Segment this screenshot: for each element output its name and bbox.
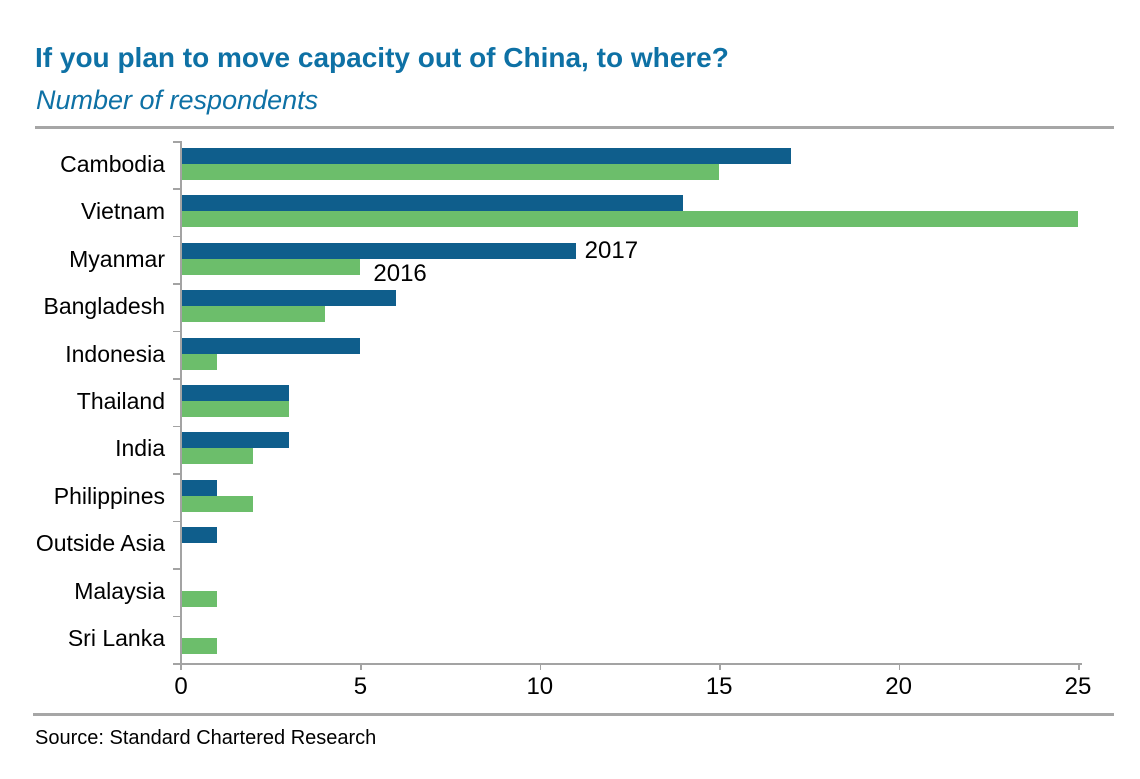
category-label-myanmar: Myanmar xyxy=(69,245,165,272)
category-label-philippines: Philippines xyxy=(53,482,165,509)
chart-subtitle: Number of respondents xyxy=(36,85,319,115)
footer-divider xyxy=(33,713,1114,716)
bar-2016-india xyxy=(181,448,253,465)
x-axis-label-20: 20 xyxy=(885,673,912,700)
x-axis-tick xyxy=(898,663,901,670)
x-axis-line xyxy=(173,663,1082,665)
y-axis-tick xyxy=(173,330,180,333)
y-axis-tick xyxy=(173,615,180,617)
category-label-india: India xyxy=(115,435,165,462)
bar-2016-myanmar xyxy=(181,258,361,275)
category-label-outside-asia: Outside Asia xyxy=(35,530,165,557)
y-axis-tick xyxy=(173,378,180,380)
chart-title: If you plan to move capacity out of Chin… xyxy=(35,42,729,73)
y-axis-tick xyxy=(173,188,180,190)
bar-2016-thailand xyxy=(181,400,289,417)
x-axis-label-5: 5 xyxy=(353,673,368,700)
y-axis-tick xyxy=(173,235,180,238)
bar-2016-vietnam xyxy=(181,211,1078,228)
bar-2017-indonesia xyxy=(181,337,361,354)
bar-2017-cambodia xyxy=(181,147,791,164)
bar-2017-myanmar xyxy=(181,242,576,259)
series-label-2017: 2017 xyxy=(584,236,639,264)
bar-2016-malaysia xyxy=(181,590,217,607)
bar-2016-bangladesh xyxy=(181,306,325,323)
category-label-cambodia: Cambodia xyxy=(60,150,165,177)
bar-2017-philippines xyxy=(181,479,217,496)
x-axis-tick xyxy=(719,663,721,670)
x-axis-label-0: 0 xyxy=(174,673,188,700)
y-axis-tick xyxy=(173,283,180,285)
x-axis-tick xyxy=(1078,663,1080,670)
bar-2016-cambodia xyxy=(181,163,720,180)
series-label-2016: 2016 xyxy=(373,259,427,287)
bar-2017-outside-asia xyxy=(181,527,217,544)
y-axis-tick xyxy=(173,141,180,143)
y-axis-tick xyxy=(173,425,180,428)
source-note: Source: Standard Chartered Research xyxy=(35,727,377,749)
y-axis-tick xyxy=(173,520,180,523)
x-axis-label-25: 25 xyxy=(1064,673,1092,700)
bar-2017-thailand xyxy=(181,384,289,401)
category-label-malaysia: Malaysia xyxy=(74,577,165,604)
y-axis-line xyxy=(180,141,182,670)
header-divider xyxy=(35,126,1114,129)
x-axis-tick xyxy=(360,663,362,670)
x-axis-label-15: 15 xyxy=(705,673,733,700)
bar-2017-india xyxy=(181,432,289,449)
y-axis-tick xyxy=(173,568,180,570)
x-axis-label-10: 10 xyxy=(526,673,554,700)
category-label-vietnam: Vietnam xyxy=(81,198,165,225)
bar-2017-vietnam xyxy=(181,195,684,212)
bar-2017-bangladesh xyxy=(181,290,397,307)
bar-2016-indonesia xyxy=(181,353,217,370)
category-label-thailand: Thailand xyxy=(76,387,165,414)
category-label-bangladesh: Bangladesh xyxy=(43,293,166,320)
x-axis-tick xyxy=(539,663,542,670)
y-axis-tick xyxy=(173,473,180,475)
category-label-indonesia: Indonesia xyxy=(65,340,165,367)
bar-2016-sri-lanka xyxy=(181,638,217,655)
bar-2016-philippines xyxy=(181,495,253,512)
category-label-sri-lanka: Sri Lanka xyxy=(67,625,165,652)
